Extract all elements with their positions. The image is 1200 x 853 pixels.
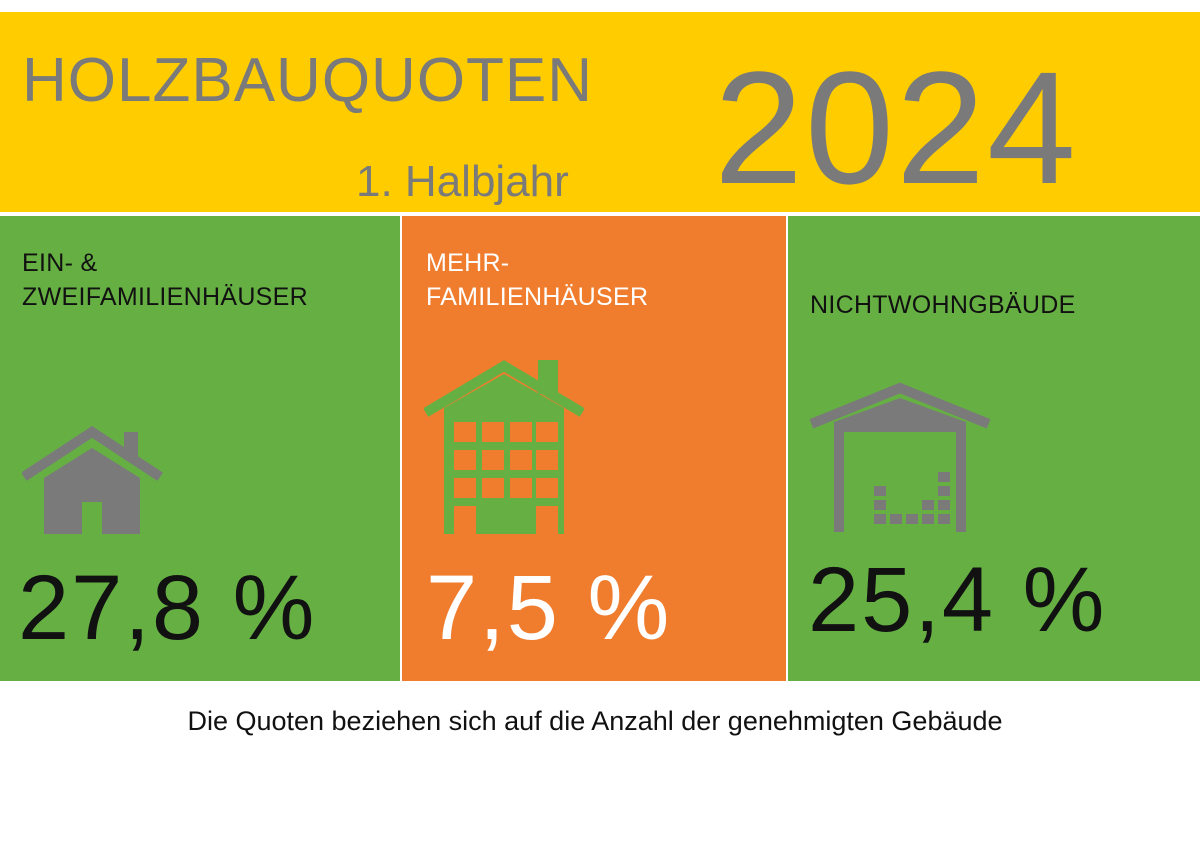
panel-label-line2: ZWEIFAMILIENHÄUSER <box>22 283 308 311</box>
panel-non-residential: NICHTWOHNGBÄUDE 25,4 % <box>788 216 1200 681</box>
page-title: HOLZBAUQUOTEN <box>22 46 594 115</box>
panel-single-family: EIN- & ZWEIFAMILIENHÄUSER 27,8 % <box>0 216 400 681</box>
year-label: 2024 <box>714 38 1078 217</box>
header-banner: HOLZBAUQUOTEN 1. Halbjahr 2024 <box>0 12 1200 212</box>
warehouse-icon <box>810 382 990 532</box>
panel-multi-family: MEHR- FAMILIENHÄUSER 7,5 % <box>402 216 786 681</box>
panel-label-line1: EIN- & <box>22 249 98 277</box>
panel-label-line2: FAMILIENHÄUSER <box>426 283 649 311</box>
panel-label-line1: MEHR- <box>426 249 510 277</box>
panel-label: EIN- & ZWEIFAMILIENHÄUSER <box>22 246 308 314</box>
multi-family-house-icon <box>424 360 584 534</box>
panel-label-line1: NICHTWOHNGBÄUDE <box>810 291 1076 319</box>
single-family-house-icon <box>22 426 163 534</box>
footnote: Die Quoten beziehen sich auf die Anzahl … <box>187 706 1003 736</box>
panel-label: NICHTWOHNGBÄUDE <box>810 288 1076 322</box>
panel-value: 27,8 % <box>18 557 317 659</box>
panel-label: MEHR- FAMILIENHÄUSER <box>426 246 648 314</box>
panel-value: 7,5 % <box>426 557 672 659</box>
page-subtitle: 1. Halbjahr <box>356 157 569 206</box>
panel-value: 25,4 % <box>808 549 1107 651</box>
